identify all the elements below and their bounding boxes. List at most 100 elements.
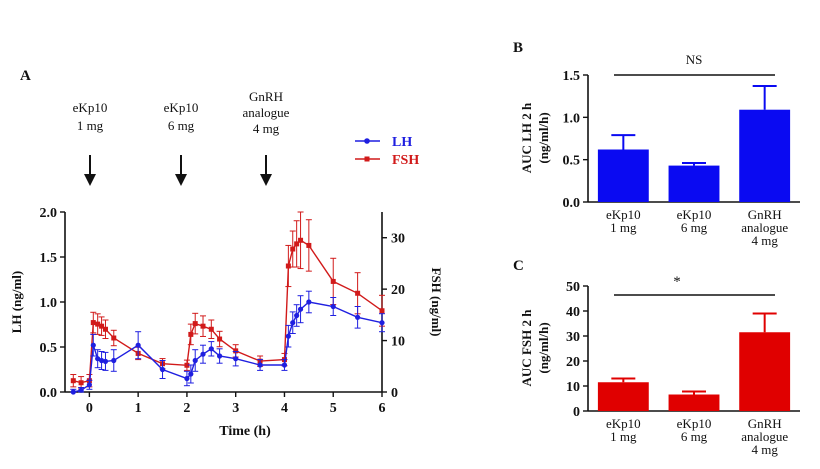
y-tick-label: 0.0 [563,196,581,211]
x-category-label: eKp10 [606,416,641,431]
legend-fsh-label: FSH [392,153,419,168]
y-tick-label: 1.5 [40,251,58,266]
x-category-label: eKp10 [606,207,641,222]
lh-point [297,306,304,312]
fsh-point [298,237,304,243]
y-tick-label: 1.0 [563,111,581,126]
y-axis-unit-auc-fsh: (ng/ml/h) [536,322,551,373]
x-category-label: 1 mg [610,429,637,444]
y-axis-label-fsh: FSH (ng/ml) [429,268,444,337]
fsh-point [78,380,84,386]
lh-point [294,312,300,319]
x-category-label: 4 mg [751,442,778,457]
y-tick-label: 10 [566,380,580,395]
lh-point [355,314,361,320]
fsh-point [290,246,296,252]
fsh-point [208,326,214,332]
fsh-point [184,362,190,368]
dose-arrow-3 [260,155,272,186]
fsh-point [306,242,312,248]
bar [597,149,649,202]
y2-tick-label: 0 [391,386,398,401]
lh-point [192,357,198,364]
dose-annotation-line: GnRH [249,89,283,104]
y2-tick-label: 20 [391,283,405,298]
lh-point [90,342,96,348]
lh-point [290,320,296,326]
fsh-series-line [73,239,383,384]
lh-point [330,303,336,310]
legend-lh-label: LH [392,135,412,150]
legend-fsh: FSH [355,153,419,168]
y-tick-label: 0 [573,405,580,420]
x-category-label: GnRH [748,416,782,431]
dose-annotation-line: eKp10 [73,100,108,115]
y-tick-label: 2.0 [40,206,58,221]
fsh-point [285,263,291,269]
y2-tick-label: 30 [391,232,405,247]
y-axis-label-lh: LH (ng/ml) [9,271,24,333]
fsh-point [188,331,194,337]
y-tick-label: 20 [566,355,580,370]
fsh-point [217,336,223,342]
y-tick-label: 30 [566,330,580,345]
panel-label-c: C [513,258,524,274]
fsh-point [233,348,239,354]
lh-point [216,353,223,359]
lh-point [188,371,194,377]
bar [739,332,791,411]
lh-point [184,375,190,382]
fsh-point [192,321,198,327]
lh-point [257,362,263,368]
lh-point [208,346,214,352]
bar [739,109,791,202]
y-tick-label: 0.0 [40,386,58,401]
panel-label-b: B [513,40,523,56]
x-category-label: 1 mg [610,220,637,235]
fsh-point [200,323,206,329]
lh-point [95,356,101,362]
x-tick-label: 6 [379,401,386,416]
significance-label: NS [686,52,703,67]
legend-lh: LH [355,135,412,150]
dose-annotation-3: GnRH analogue 4 mg [243,89,290,136]
lh-point [159,366,166,373]
dose-arrow-2 [175,155,187,186]
bar [668,394,720,411]
y-tick-label: 50 [566,280,580,295]
x-tick-label: 2 [183,401,190,416]
x-category-label: eKp10 [677,416,712,431]
lh-point [306,299,312,305]
dose-annotation-line: 6 mg [168,118,195,133]
lh-point [379,320,385,326]
fsh-point [90,320,96,326]
time-course-chart: Time (h) LH (ng/ml) FSH (ng/ml) 0.0 0.5 1.… [9,206,444,439]
panel-label-a: A [20,68,31,84]
legend: LH FSH [355,135,419,168]
dose-annotation-1: eKp10 1 mg [73,100,108,133]
x-category-label: eKp10 [677,207,712,222]
lh-point [111,357,117,364]
fsh-point [355,290,361,296]
y-tick-label: 0.5 [40,341,58,356]
dose-annotation-line: eKp10 [164,100,199,115]
x-tick-label: 5 [330,401,337,416]
lh-point [98,357,105,364]
x-axis-label: Time (h) [219,424,271,439]
y-axis-unit-auc-lh: (ng/ml/h) [536,112,551,163]
lh-point [78,387,84,393]
lh-point [135,342,141,348]
fsh-point [330,278,336,284]
x-tick-label: 0 [86,401,93,416]
fsh-point [70,378,76,384]
y-tick-label: 0.5 [563,154,581,169]
bar [668,165,720,202]
y-tick-label: 40 [566,305,580,320]
auc-fsh-bar-chart: AUC FSH 2 h (ng/ml/h) * 0 10 20 30 40 50 eKp10… [519,274,800,457]
fsh-point [95,321,101,327]
x-category-label: analogue [741,429,788,444]
x-tick-label: 3 [232,401,239,416]
auc-lh-bar-chart: AUC LH 2 h (ng/ml/h) NS 0.0 0.5 1.0 1.5 eKp1… [519,52,800,248]
x-tick-label: 4 [281,401,288,416]
